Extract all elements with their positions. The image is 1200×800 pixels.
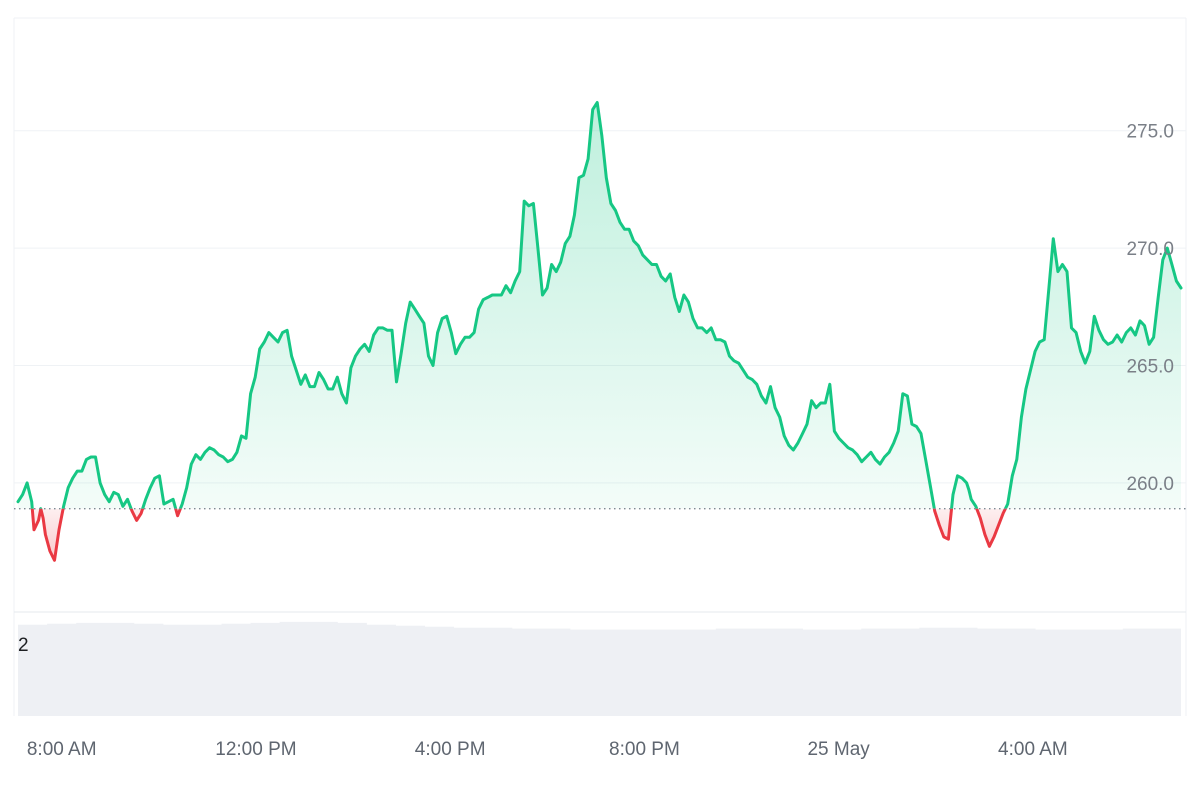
price-area: [18, 102, 1181, 561]
x-tick-label: 12:00 PM: [215, 739, 296, 760]
volume-scale-label: 2: [18, 635, 29, 656]
x-tick-label: 8:00 AM: [27, 739, 97, 760]
area-above-baseline: [18, 102, 1181, 509]
y-tick-label: 265.0: [1126, 356, 1174, 377]
y-tick-label: 275.0: [1126, 122, 1174, 143]
y-tick-label: 260.0: [1126, 474, 1174, 495]
x-tick-label: 4:00 PM: [415, 739, 486, 760]
volume-panel: 2: [18, 621, 1181, 716]
x-tick-label: 8:00 PM: [609, 739, 680, 760]
y-tick-label: 270.0: [1126, 239, 1174, 260]
x-axis: 8:00 AM 12:00 PM 4:00 PM 8:00 PM 25 May 4:00 …: [27, 739, 1068, 760]
y-axis: 260.0 265.0 270.0 275.0: [1126, 122, 1174, 495]
volume-bars: [18, 621, 1181, 716]
x-tick-label: 4:00 AM: [998, 739, 1068, 760]
price-line-up[interactable]: [16, 101, 1183, 561]
x-tick-label: 25 May: [807, 739, 870, 760]
price-line-down[interactable]: [18, 103, 1181, 562]
price-series[interactable]: [16, 101, 1183, 562]
